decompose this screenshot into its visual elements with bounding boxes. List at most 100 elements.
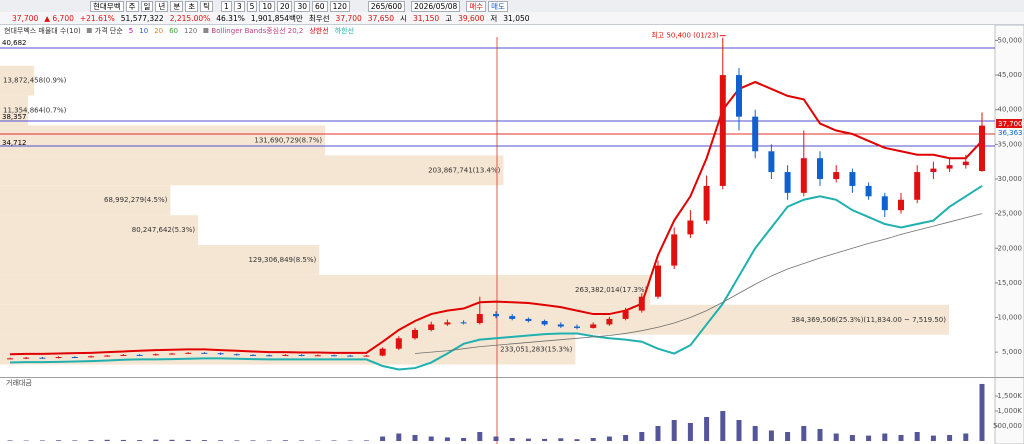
volume-profile-label: 384,369,506(25.3%)(11,834.00 ~ 7,519.50) <box>791 316 946 324</box>
volume-bar <box>606 436 612 441</box>
interval-button[interactable]: 1 <box>221 0 232 12</box>
volume-bar <box>639 432 645 441</box>
interval-button[interactable]: 10 <box>259 0 275 12</box>
candle-body <box>914 172 921 200</box>
volume-bar <box>412 435 418 441</box>
legend-entry: 현대무벡스 매물대 수(10) <box>4 26 81 35</box>
volume-bar <box>185 439 191 441</box>
candle-body <box>39 357 46 359</box>
candle-body <box>266 355 273 357</box>
candle-body <box>574 326 580 328</box>
quote-bar: 37,700 ▲ 6,700 +21.61% 51,577,322 2,215.… <box>0 12 1024 25</box>
legend-entry: 60 <box>169 27 178 35</box>
candle-body <box>233 354 240 356</box>
volume-rate: 2,215.00% <box>169 13 211 23</box>
legend-entry: 가격 단순 <box>95 26 124 35</box>
count[interactable]: 265/600 <box>367 0 406 12</box>
volume-bar <box>331 440 337 441</box>
candle-body <box>817 158 823 179</box>
volume-bar <box>234 440 240 441</box>
volume-bar <box>558 438 564 441</box>
level-label: 40,682 <box>2 39 27 47</box>
indicator-line <box>414 213 983 354</box>
volume-bar <box>7 440 13 441</box>
period-button[interactable]: 주 <box>125 0 139 12</box>
candle-body <box>962 161 969 166</box>
candle-body <box>622 310 629 319</box>
volume-bar <box>56 440 62 441</box>
volume-bar <box>282 440 288 441</box>
candle-body <box>768 151 775 173</box>
candle-body <box>557 324 564 327</box>
volume-tick-label: 1,500K <box>997 392 1022 400</box>
period-button[interactable]: 년 <box>155 0 169 12</box>
buy-button[interactable]: 매수 <box>466 0 487 12</box>
candle-body <box>395 338 402 349</box>
volume-bar <box>477 432 483 441</box>
volume-bar <box>914 432 920 441</box>
y-tick-label: 20,000 <box>998 244 1023 252</box>
rate: +21.61% <box>79 13 115 23</box>
volume-profile-bar <box>0 185 171 216</box>
interval-button[interactable]: 5 <box>246 0 258 12</box>
sell-button[interactable]: 매도 <box>488 0 508 12</box>
period-button[interactable]: 초 <box>185 0 199 12</box>
volume-profile-bar <box>0 155 504 186</box>
volume-bar <box>623 435 629 441</box>
volume-profile-bar <box>0 245 320 275</box>
volume-bar <box>250 440 256 441</box>
price-tag-label: 36,363 <box>998 129 1023 137</box>
volume-bar <box>461 438 467 441</box>
legend-entry: 10 <box>139 27 148 35</box>
interval-button[interactable]: 3 <box>233 0 245 12</box>
candle-body <box>687 220 694 235</box>
y-tick-label: 15,000 <box>998 279 1023 287</box>
legend-entry: 5 <box>129 27 133 35</box>
volume-bar <box>39 440 45 441</box>
candle-body <box>946 165 953 169</box>
period-button[interactable]: 일 <box>140 0 154 12</box>
candle-body <box>865 185 872 197</box>
candle-body <box>185 352 192 354</box>
legend-entry: 하한선 <box>335 26 354 35</box>
period-button[interactable]: 틱 <box>200 0 214 12</box>
volume-tick-label: 1,000K <box>997 407 1022 415</box>
y-tick-label: 45,000 <box>998 71 1023 79</box>
volume-bar <box>299 440 305 441</box>
candle-body <box>88 356 94 358</box>
candle-body <box>979 125 985 172</box>
candle-body <box>7 358 13 360</box>
ask: 37,650 <box>367 13 395 23</box>
indicator-line <box>9 80 983 356</box>
y-tick-label: 10,000 <box>998 314 1023 322</box>
background-layer: 233,051,283(15.3%) 384,369,506(25.3%)(11,… <box>0 65 950 365</box>
legend-entry: 20 <box>154 27 163 35</box>
volume-bar <box>218 440 224 441</box>
interval-button[interactable]: 20 <box>276 0 293 12</box>
low-label: 저 <box>490 13 498 23</box>
candle-body <box>476 314 483 324</box>
candle-body <box>752 116 759 152</box>
volume-bar <box>88 440 94 441</box>
volume-bar <box>833 433 839 441</box>
candle-body <box>152 354 159 356</box>
volume-profile-label: 13,872,458(0.9%) <box>3 77 67 85</box>
volume-bar <box>720 411 726 441</box>
interval-button[interactable]: 120 <box>329 0 350 12</box>
stock-name[interactable]: 현대무벡 <box>90 0 124 12</box>
date[interactable]: 2026/05/08 <box>411 0 461 12</box>
interval-button[interactable]: 60 <box>312 0 328 12</box>
volume-bar <box>574 439 580 441</box>
volume-bar <box>866 435 872 441</box>
candle-body <box>493 314 499 317</box>
volume-title: 거래대금 <box>6 378 32 387</box>
volume-profile-bar <box>0 304 950 335</box>
y-tick-label: 30,000 <box>998 175 1023 183</box>
volume-profile-bar <box>0 215 199 246</box>
interval-button[interactable]: 30 <box>294 0 311 12</box>
period-button[interactable]: 분 <box>170 0 184 12</box>
volume-bar <box>963 433 969 441</box>
candle-body <box>525 318 532 321</box>
